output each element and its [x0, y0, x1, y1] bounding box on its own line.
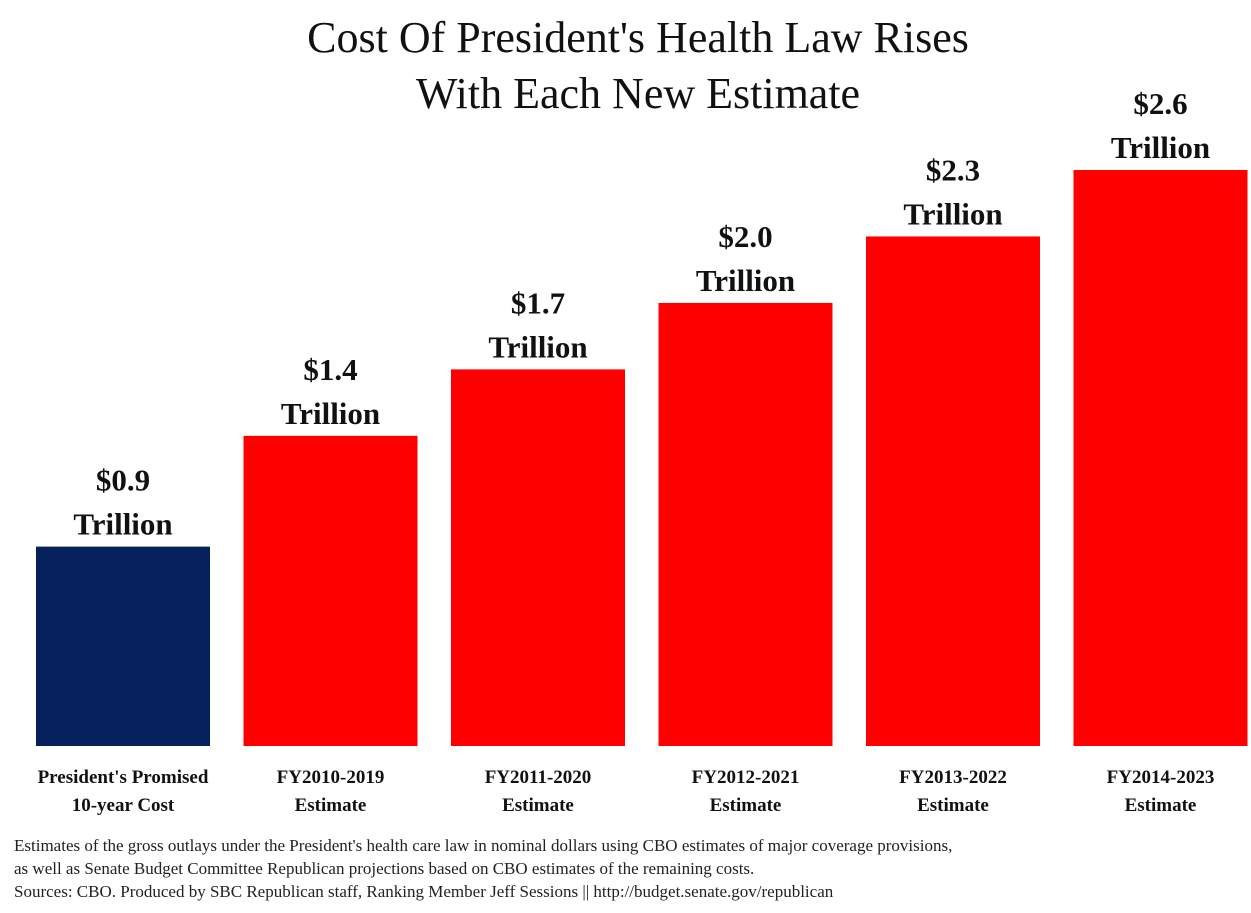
bar-2 — [451, 369, 625, 746]
chart-title-line-1: Cost Of President's Health Law Rises — [307, 13, 969, 62]
bar-5 — [1073, 170, 1248, 746]
bar-1 — [243, 435, 418, 746]
bar-0 — [36, 546, 210, 746]
x-tick-label-0: President's Promised 10-year Cost — [38, 767, 209, 816]
x-tick-label-3: FY2012-2021 Estimate — [692, 767, 800, 816]
x-tick-label-5: FY2014-2023 Estimate — [1107, 767, 1215, 816]
bar-4 — [866, 236, 1040, 746]
data-label-3: $2.0 Trillion — [696, 219, 795, 298]
data-label-4: $2.3 Trillion — [903, 152, 1002, 231]
data-label-2: $1.7 Trillion — [488, 285, 587, 364]
data-label-5: $2.6 Trillion — [1111, 86, 1210, 165]
chart-title-line-2: With Each New Estimate — [415, 69, 861, 118]
chart-notes: Estimates of the gross outlays under the… — [14, 834, 1251, 903]
bar-3 — [658, 302, 833, 746]
notes-line-3: Sources: CBO. Produced by SBC Republican… — [14, 882, 834, 901]
notes-line-2: as well as Senate Budget Committee Repub… — [14, 859, 755, 878]
x-tick-label-4: FY2013-2022 Estimate — [899, 767, 1007, 816]
x-tick-label-2: FY2011-2020 Estimate — [485, 767, 592, 816]
notes-line-1: Estimates of the gross outlays under the… — [14, 836, 953, 855]
data-label-0: $0.9 Trillion — [73, 463, 172, 542]
data-label-1: $1.4 Trillion — [281, 352, 380, 431]
x-tick-label-1: FY2010-2019 Estimate — [277, 767, 385, 816]
chart-title: Cost Of President's Health Law Rises Wit… — [0, 10, 1251, 122]
